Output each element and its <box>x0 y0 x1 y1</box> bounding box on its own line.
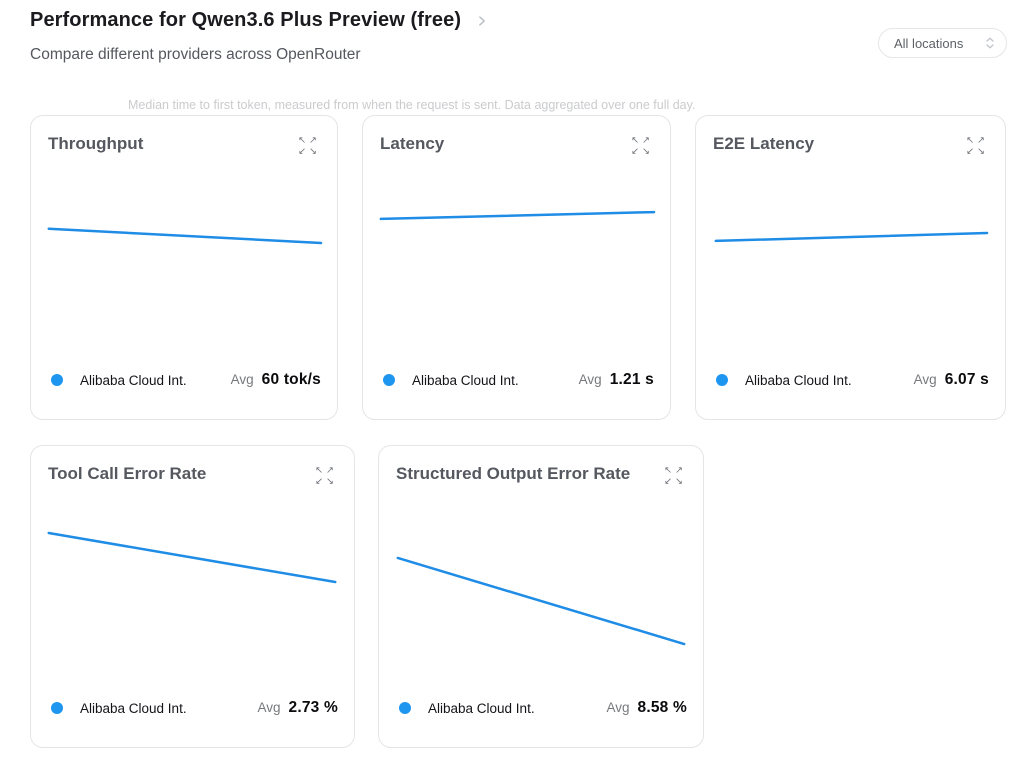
throughput-chart <box>31 176 337 361</box>
card-title: Tool Call Error Rate <box>48 464 207 483</box>
avg-label: Avg <box>913 372 937 387</box>
chevron-right-icon[interactable] <box>475 14 489 28</box>
structured-output-error-rate-card: Structured Output Error Rate ↖↗ ↙↘ Alibab… <box>378 445 704 748</box>
chart-line <box>396 556 686 646</box>
chart-line <box>47 531 337 584</box>
structured-output-error-rate-chart <box>379 506 703 691</box>
expand-icon[interactable]: ↖↗ ↙↘ <box>298 135 320 157</box>
expand-icon[interactable]: ↖↗ ↙↘ <box>966 135 988 157</box>
avg-value: 8.58 % <box>637 699 687 716</box>
breadcrumb: Performance for Qwen3.6 Plus Preview (fr… <box>30 9 489 32</box>
chart-legend: Alibaba Cloud Int. Avg 1.21 s <box>383 371 654 389</box>
chart-legend: Alibaba Cloud Int. Avg 8.58 % <box>399 699 687 717</box>
avg-value: 6.07 s <box>944 371 989 388</box>
avg-value: 2.73 % <box>288 699 338 716</box>
avg-label: Avg <box>606 700 630 715</box>
tool-call-error-rate-card: Tool Call Error Rate ↖↗ ↙↘ Alibaba Cloud … <box>30 445 355 748</box>
chart-line <box>47 227 323 245</box>
chart-line <box>714 231 989 243</box>
provider-dot-icon <box>51 702 63 714</box>
avg-value: 60 tok/s <box>261 371 321 388</box>
provider-dot-icon <box>399 702 411 714</box>
card-title: E2E Latency <box>713 134 815 153</box>
expand-icon[interactable]: ↖↗ ↙↘ <box>631 135 653 157</box>
latency-chart <box>363 176 670 361</box>
provider-dot-icon <box>716 374 728 386</box>
provider-name: Alibaba Cloud Int. <box>428 700 535 716</box>
avg-value: 1.21 s <box>609 371 654 388</box>
provider-name: Alibaba Cloud Int. <box>80 372 187 388</box>
throughput-card: Throughput ↖↗ ↙↘ Alibaba Cloud Int. Avg 6… <box>30 115 338 420</box>
provider-dot-icon <box>51 374 63 386</box>
location-filter-select[interactable]: All locations <box>878 28 1007 58</box>
latency-card: Latency ↖↗ ↙↘ Alibaba Cloud Int. Avg 1.21… <box>362 115 671 420</box>
chart-legend: Alibaba Cloud Int. Avg 2.73 % <box>51 699 338 717</box>
card-title: Latency <box>380 134 445 153</box>
avg-label: Avg <box>257 700 281 715</box>
location-filter-value: All locations <box>894 35 964 51</box>
chart-legend: Alibaba Cloud Int. Avg 6.07 s <box>716 371 989 389</box>
avg-label: Avg <box>230 372 254 387</box>
metric-tooltip-caption: Median time to first token, measured fro… <box>128 98 696 112</box>
page-title: Performance for Qwen3.6 Plus Preview (fr… <box>30 9 462 31</box>
chart-legend: Alibaba Cloud Int. Avg 60 tok/s <box>51 371 321 389</box>
tool-call-error-rate-chart <box>31 506 354 691</box>
avg-label: Avg <box>578 372 602 387</box>
e2e-latency-card: E2E Latency ↖↗ ↙↘ Alibaba Cloud Int. Avg … <box>695 115 1006 420</box>
provider-name: Alibaba Cloud Int. <box>412 372 519 388</box>
provider-dot-icon <box>383 374 395 386</box>
provider-name: Alibaba Cloud Int. <box>80 700 187 716</box>
card-title: Structured Output Error Rate <box>396 464 631 483</box>
chart-line <box>379 210 656 221</box>
expand-icon[interactable]: ↖↗ ↙↘ <box>664 465 686 487</box>
expand-icon[interactable]: ↖↗ ↙↘ <box>315 465 337 487</box>
chevron-up-down-icon <box>984 36 996 50</box>
card-title: Throughput <box>48 134 144 153</box>
provider-name: Alibaba Cloud Int. <box>745 372 852 388</box>
e2e-latency-chart <box>696 176 1005 361</box>
page-subtitle: Compare different providers across OpenR… <box>30 46 361 63</box>
